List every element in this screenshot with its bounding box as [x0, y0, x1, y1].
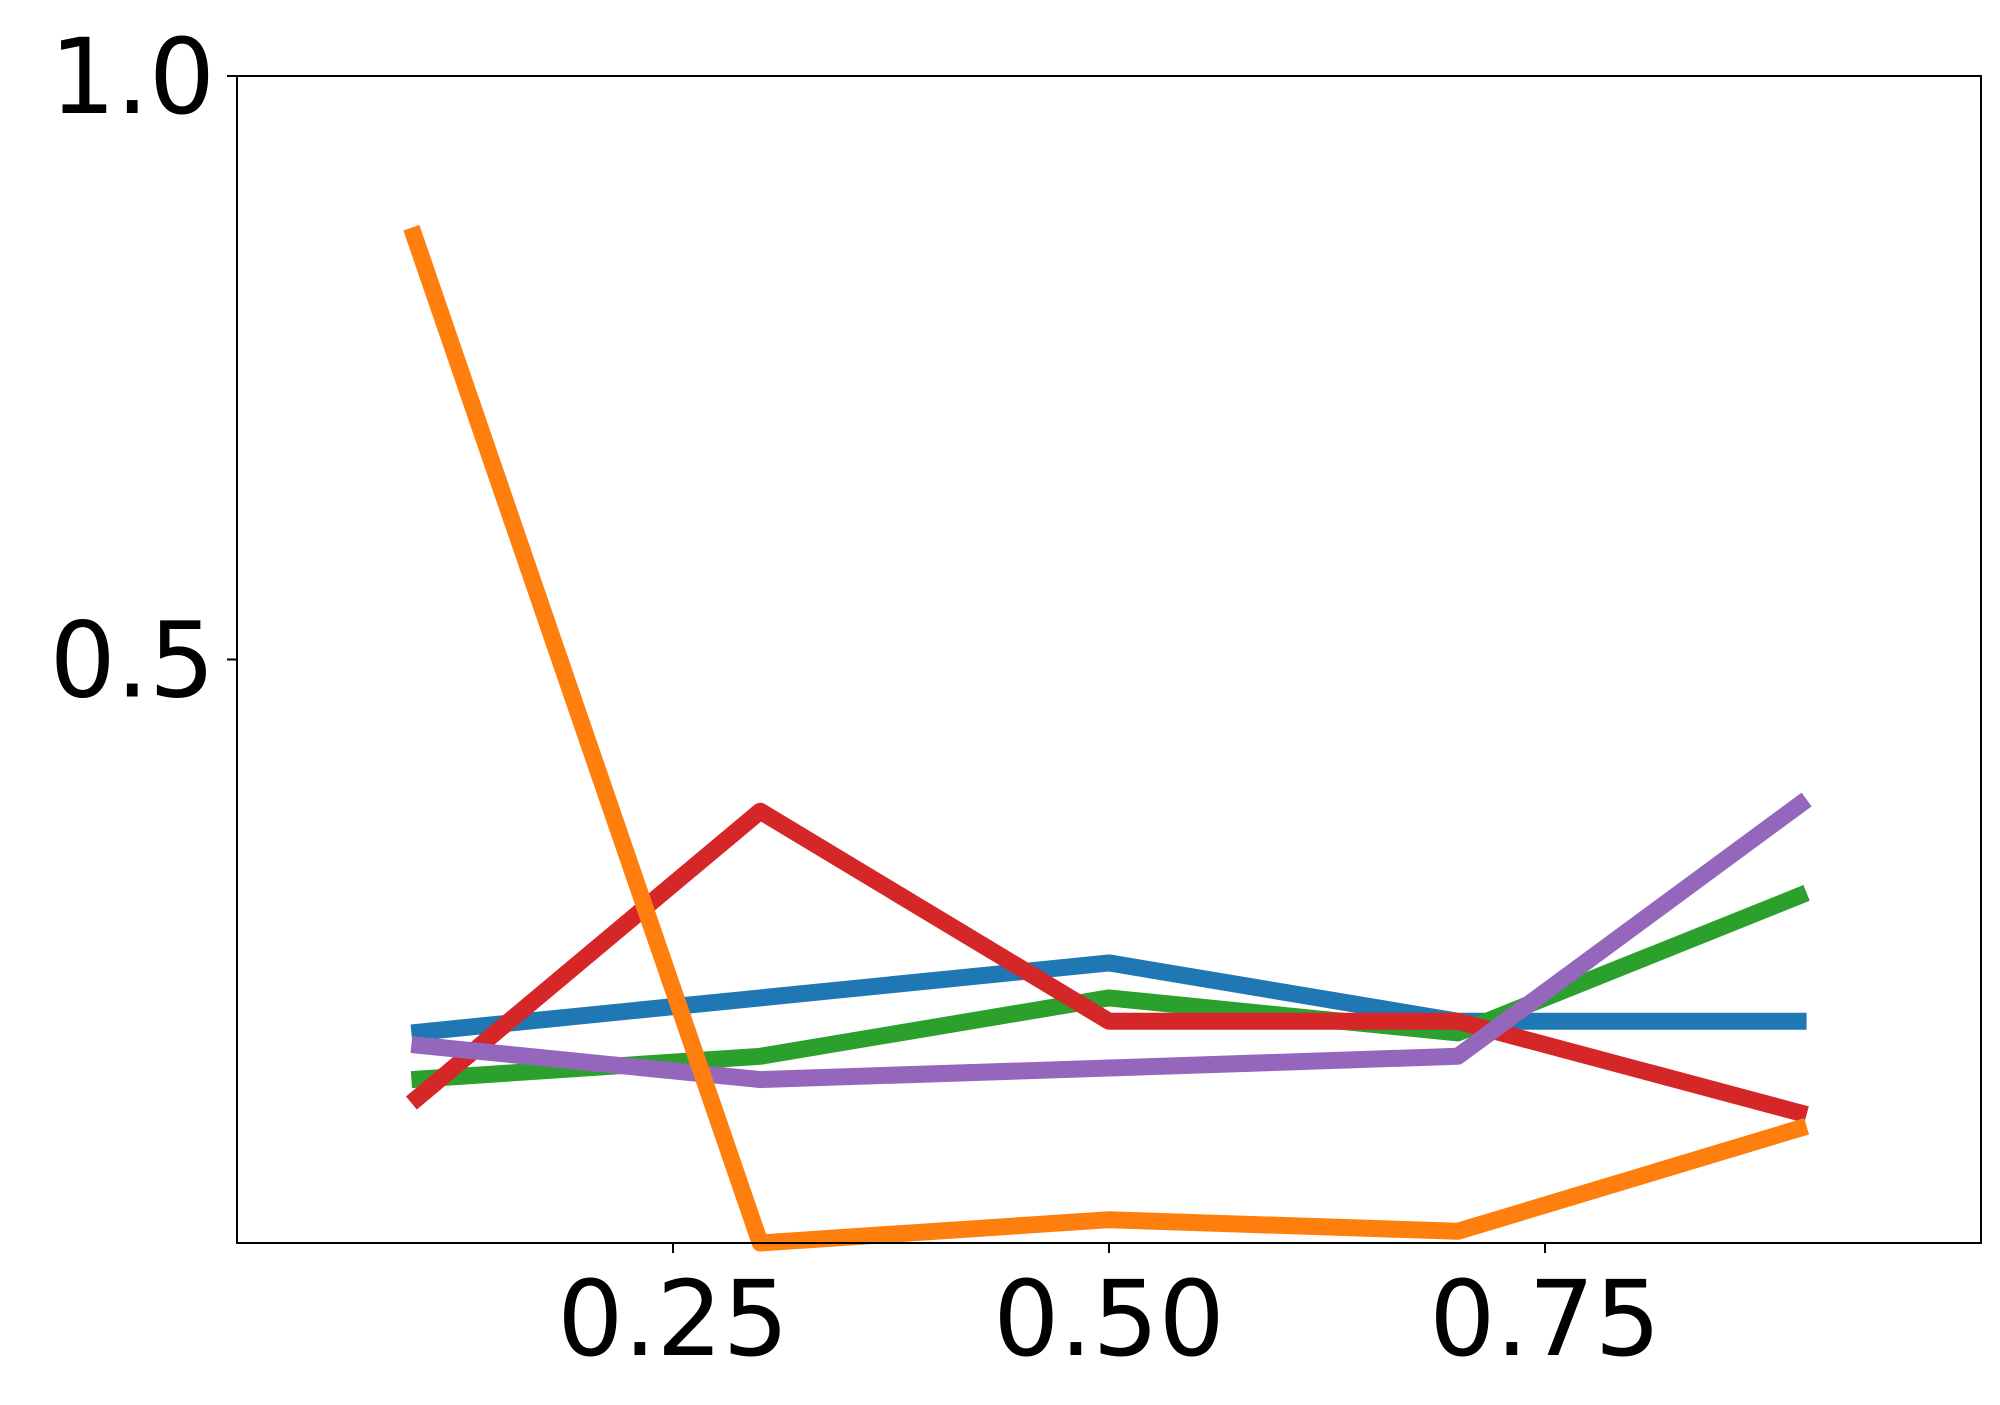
y-tick-label: 0.5 [50, 600, 215, 722]
series-layer [403, 224, 1812, 1252]
x-tick-label: 0.50 [993, 1258, 1225, 1380]
series-line-4 [410, 792, 1812, 1089]
axis-layer: 0.25 0.50 0.75 0.5 1.0 [50, 16, 1661, 1380]
y-tick-label: 1.0 [50, 16, 215, 138]
series-line-1 [410, 954, 1807, 1042]
series-line-5 [403, 224, 1810, 1252]
x-tick-label: 0.25 [557, 1258, 789, 1380]
x-tick-label: 0.75 [1429, 1258, 1661, 1380]
